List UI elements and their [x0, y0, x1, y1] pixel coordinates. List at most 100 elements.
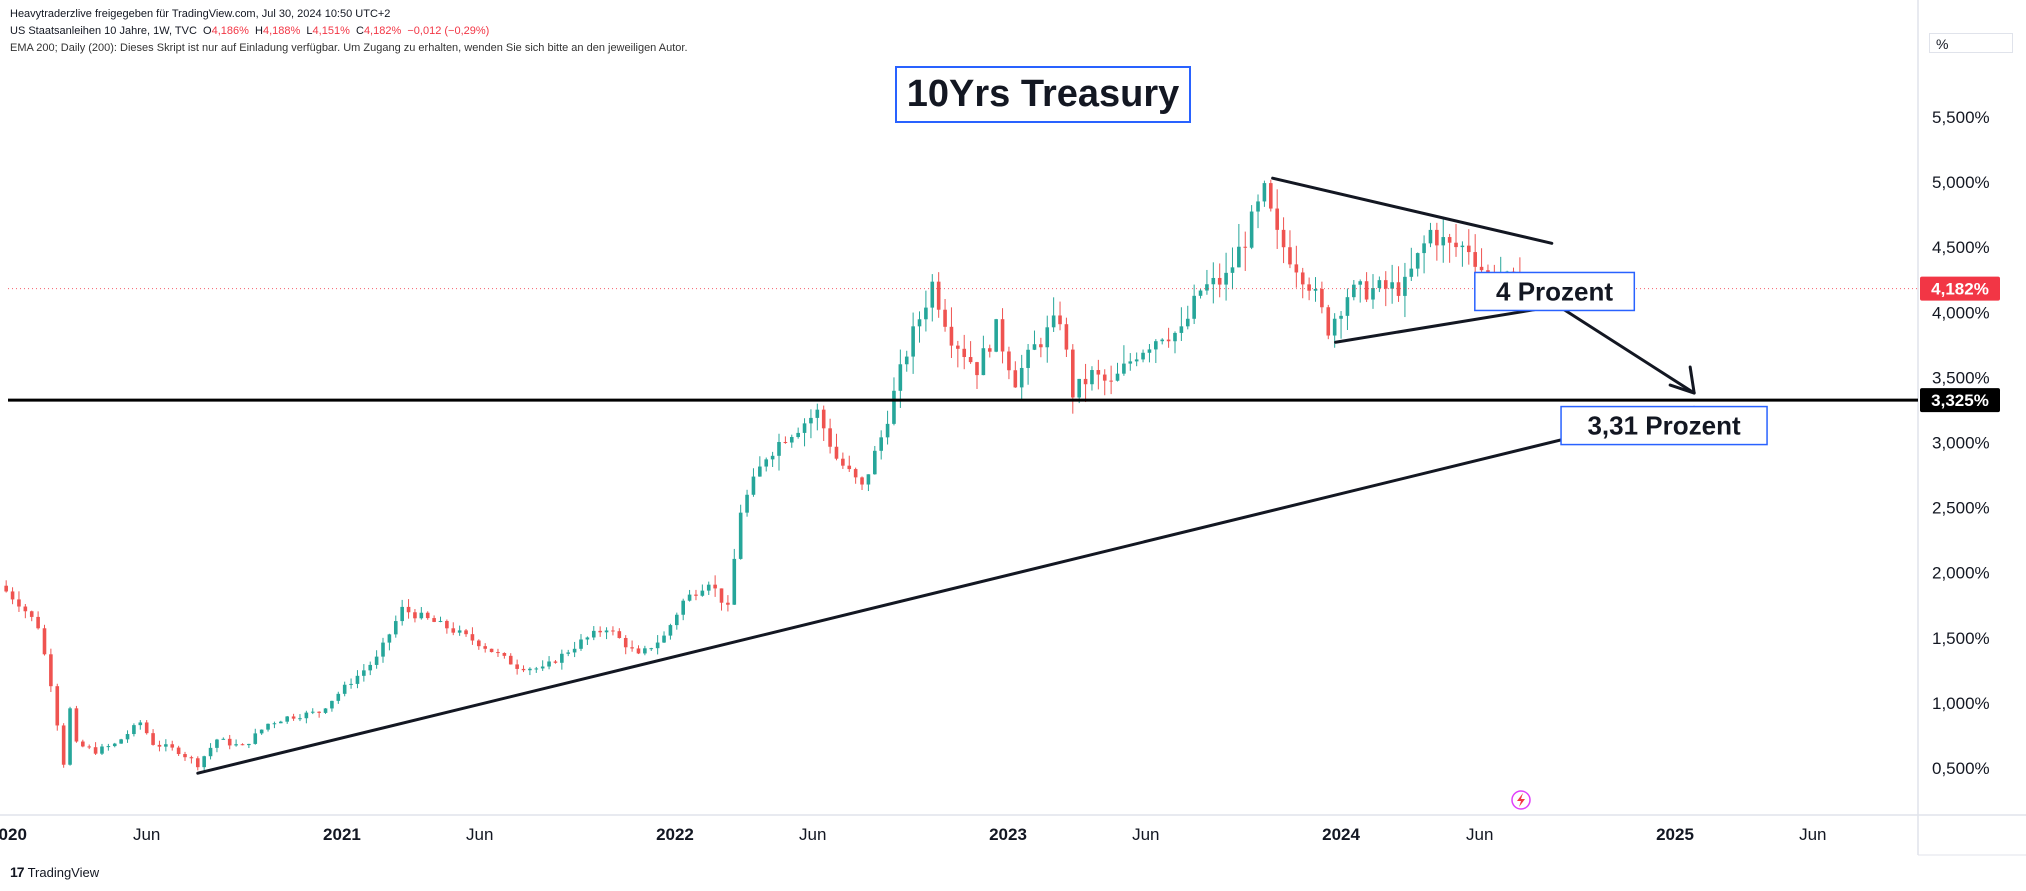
candle-body	[726, 602, 730, 605]
candle-body	[1064, 324, 1069, 350]
candle-body	[764, 459, 769, 467]
candle-body	[828, 428, 832, 447]
candle-body	[1409, 268, 1414, 277]
indicator-legend[interactable]: EMA 200; Daily (200): Dieses Skript ist …	[10, 42, 688, 54]
candle-body	[873, 450, 877, 475]
candle-body	[406, 606, 411, 613]
candle-body	[917, 319, 922, 327]
price-axis[interactable]: 0,500% 1,000% 1,500% 2,000% 2,500% 3,000% 3,50…	[1920, 108, 2000, 778]
candle-body	[36, 616, 40, 629]
candle-body	[1364, 281, 1369, 300]
candle-body	[547, 661, 551, 667]
candle-body	[904, 356, 909, 365]
candle-body	[675, 614, 679, 626]
lightning-icon	[1511, 790, 1531, 810]
candle-body	[1281, 229, 1286, 248]
candle-body	[253, 733, 258, 744]
candle-body	[355, 675, 360, 684]
price-tick-label: 1,000%	[1932, 694, 1990, 713]
candle-body	[1441, 237, 1446, 246]
candle-body	[93, 747, 98, 754]
candle-body	[451, 628, 456, 633]
annotation: 3,31 Prozent	[1560, 405, 1768, 446]
candle-body	[502, 653, 507, 656]
price-scale-unit[interactable]: %	[1929, 33, 2013, 53]
candle-body	[1173, 332, 1177, 342]
candle-body	[758, 466, 762, 477]
candle-body	[266, 723, 270, 730]
candle-body	[119, 739, 123, 744]
candle-body	[617, 631, 622, 638]
candle-body	[1243, 246, 1248, 248]
open-value: 4,186%	[211, 25, 249, 37]
time-tick-label: 2022	[656, 825, 694, 844]
candle-body	[911, 326, 915, 357]
candle-body	[611, 630, 615, 632]
candle-body	[1070, 349, 1075, 398]
candle-body	[1460, 245, 1465, 248]
candle-body	[112, 743, 117, 747]
time-tick-label: 2021	[323, 825, 361, 844]
candle-body	[706, 584, 711, 591]
candle-body	[1205, 284, 1209, 291]
candle-body	[713, 584, 717, 589]
candle-body	[1039, 344, 1043, 348]
candle-body	[1268, 183, 1273, 209]
candle-body	[189, 757, 194, 759]
candle-body	[994, 319, 998, 352]
candle-body	[1192, 295, 1196, 319]
candle-body	[892, 390, 896, 424]
candle-body	[1160, 339, 1165, 342]
candle-body	[1166, 339, 1171, 342]
time-tick-label: 2024	[1322, 825, 1360, 844]
candle-body	[1134, 359, 1139, 362]
candle-body	[751, 476, 756, 495]
candle-body	[144, 722, 149, 734]
candle-body	[381, 642, 385, 657]
candle-body	[195, 758, 200, 768]
price-tick-label: 4,500%	[1932, 238, 1990, 257]
candle-body	[630, 647, 634, 649]
time-tick-label: Jun	[1466, 825, 1493, 844]
candle-body	[457, 630, 462, 633]
candle-body	[489, 648, 494, 653]
candle-body	[738, 512, 743, 559]
candle-body	[566, 652, 571, 654]
candle-body	[368, 664, 373, 671]
candle-body	[956, 345, 960, 349]
symbol-name: US Staatsanleihen 10 Jahre, 1W, TVC	[10, 25, 197, 37]
candle-body	[553, 661, 558, 663]
candle-body	[1403, 276, 1407, 296]
price-tick-label: 1,500%	[1932, 629, 1990, 648]
candle-body	[1447, 237, 1452, 243]
candle-body	[1352, 284, 1356, 298]
candle-body	[247, 743, 251, 746]
candle-body	[42, 628, 47, 655]
time-axis[interactable]: 2020 Jun 2021 Jun 2022 Jun 2023 Jun 2024 Jun 2025 J…	[0, 825, 1826, 844]
trendline-support	[196, 405, 1696, 775]
candle-body	[1377, 280, 1382, 289]
candle-body	[777, 441, 781, 456]
change-value: −0,012 (−0,29%)	[407, 25, 490, 37]
candle-body	[1032, 344, 1037, 350]
candle-body	[272, 723, 277, 725]
close-label: C	[355, 25, 364, 37]
candle-body	[1128, 361, 1133, 364]
candle-body	[885, 423, 890, 438]
price-tick-label: 2,500%	[1932, 499, 1990, 518]
footer-brand[interactable]: 17 TradingView	[10, 864, 99, 880]
candle-body	[1058, 315, 1062, 325]
candle-body	[74, 708, 79, 742]
candle-body	[1294, 264, 1299, 273]
candle-body	[291, 716, 296, 719]
price-tick-label: 5,000%	[1932, 173, 1990, 192]
candle-body	[151, 733, 155, 745]
candle-body	[591, 630, 596, 638]
symbol-legend[interactable]: US Staatsanleihen 10 Jahre, 1W, TVC O4,1…	[10, 25, 489, 37]
candle-body	[170, 744, 175, 748]
candle-body	[1090, 370, 1094, 385]
candle-body	[1051, 315, 1056, 328]
candle-body	[1198, 290, 1203, 296]
candle-body	[387, 634, 392, 643]
candle-body	[1179, 326, 1184, 333]
